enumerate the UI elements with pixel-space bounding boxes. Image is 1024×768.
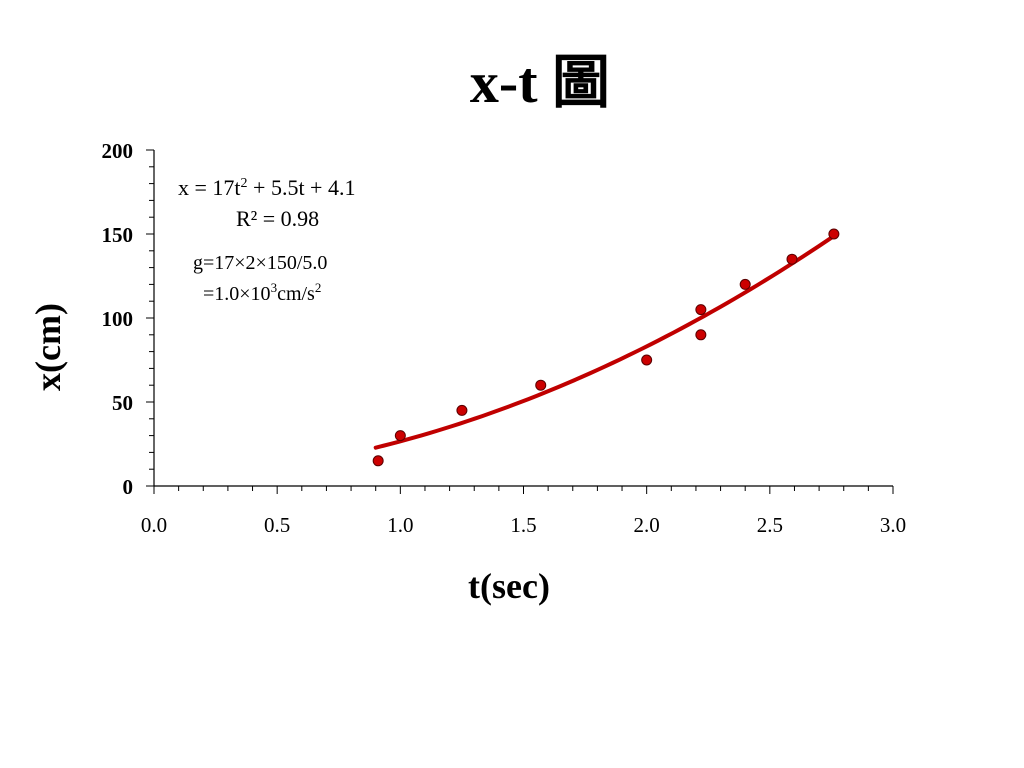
trendline: [373, 234, 836, 450]
data-points: [372, 228, 840, 467]
x-axis-label: t(sec): [468, 566, 550, 606]
x-tick-label: 2.5: [757, 513, 783, 537]
r-squared: R² = 0.98: [236, 206, 319, 231]
x-tick-label: 0.5: [264, 513, 290, 537]
g-annotation-line1: g=17×2×150/5.0: [193, 252, 327, 274]
equation-exponent: 2: [241, 176, 248, 191]
equation-part-2: + 5.5t + 4.1: [248, 175, 356, 200]
chart-title: x-t 圖: [470, 50, 610, 115]
data-point: [394, 430, 406, 442]
trendline-equation: x = 17t2 + 5.5t + 4.1: [178, 175, 355, 200]
g-annotation-line2: =1.0×103cm/s2: [203, 280, 321, 305]
data-point: [641, 354, 653, 366]
axis-tick-labels: 0.0 0.5 1.0 1.5 2.0 2.5 3.0 0 50 100 150 200: [102, 139, 907, 537]
x-tick-label: 2.0: [634, 513, 660, 537]
y-axis-label: x(cm): [28, 303, 68, 391]
data-point: [786, 253, 798, 265]
y-tick-label: 200: [102, 139, 134, 163]
x-tick-label: 1.0: [387, 513, 413, 537]
g-annotation-exponent-1: 3: [271, 280, 278, 295]
data-point: [372, 455, 384, 467]
x-tick-label: 0.0: [141, 513, 167, 537]
equation-part-1: x = 17t: [178, 175, 241, 200]
data-point: [456, 404, 468, 416]
data-point: [695, 329, 707, 341]
g-annotation-part-2: cm/s: [277, 283, 315, 305]
data-point: [739, 278, 751, 290]
g-annotation-part-1: =1.0×10: [203, 283, 271, 305]
y-tick-label: 100: [102, 307, 134, 331]
y-tick-label: 50: [112, 391, 133, 415]
data-point: [535, 379, 547, 391]
y-tick-label: 0: [123, 475, 134, 499]
y-tick-label: 150: [102, 223, 134, 247]
g-annotation-exponent-2: 2: [315, 280, 322, 295]
data-point: [828, 228, 840, 240]
x-tick-label: 3.0: [880, 513, 906, 537]
x-tick-label: 1.5: [510, 513, 536, 537]
axis-ticks: [146, 149, 894, 494]
axes: [153, 150, 893, 487]
data-point: [695, 304, 707, 316]
